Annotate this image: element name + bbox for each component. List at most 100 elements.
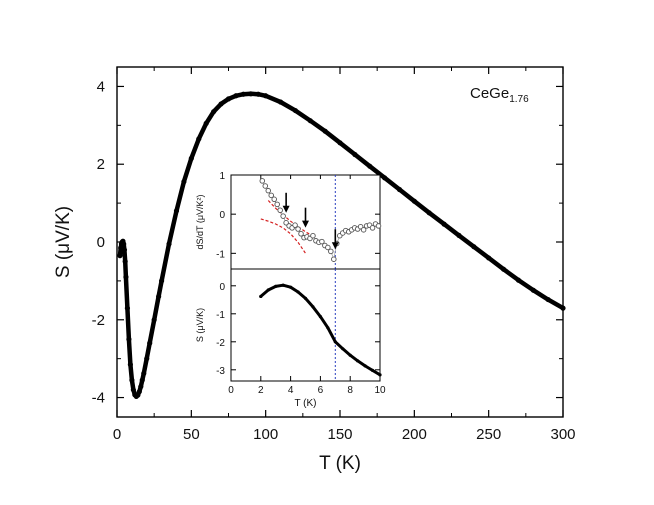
inset-bottom-x-tick-label: 6 [318, 385, 324, 396]
main-data-point [130, 387, 136, 393]
transition-arrow-icon [331, 242, 339, 250]
main-data-point [277, 99, 284, 105]
main-data-point [196, 136, 202, 142]
inset-bottom-x-axis-label: T (K) [294, 398, 316, 409]
main-data-point [426, 210, 432, 216]
x-tick-label: 300 [550, 426, 575, 443]
main-data-point [486, 255, 492, 261]
inset-top-data-point [295, 226, 301, 232]
main-data-point [123, 274, 129, 280]
main-data-point [147, 340, 153, 346]
y-tick-label: 2 [97, 156, 105, 173]
y-tick-label: -4 [92, 390, 105, 407]
main-data-point [122, 258, 128, 265]
main-data-point [411, 198, 417, 204]
inset-top-data-point [262, 183, 269, 189]
inset-bottom-y-tick-label: -1 [216, 310, 225, 321]
inset-bottom-data-point [370, 368, 375, 372]
x-tick-label: 50 [183, 426, 200, 443]
main-data-point [126, 336, 132, 342]
inset-top-data-point [268, 192, 274, 199]
y-axis-label: S (μV/K) [53, 206, 74, 278]
main-data-point [159, 278, 165, 284]
main-data-point [117, 253, 123, 259]
main-data-point [121, 247, 128, 253]
x-tick-label: 200 [402, 426, 427, 443]
compound-label: CeGe1.76 [470, 85, 529, 105]
x-tick-label: 0 [113, 426, 121, 443]
main-data-point [560, 305, 566, 311]
inset-top-data-point [319, 238, 325, 245]
main-data-point [367, 163, 373, 169]
inset-top-data-point [277, 207, 283, 213]
inset-bottom-data-point [296, 290, 300, 294]
main-data-point [144, 356, 150, 362]
inset-bottom-data-point [378, 373, 382, 377]
x-tick-label: 150 [327, 426, 352, 443]
inset-bottom-data-point [311, 305, 315, 309]
main-data-point [352, 151, 358, 158]
main-data-point [136, 389, 142, 395]
x-axis-label: T (K) [319, 453, 361, 474]
inset-bottom-data-point [259, 294, 263, 299]
inset-bottom-x-tick-label: 10 [374, 385, 386, 396]
main-series-line [117, 91, 566, 399]
inset-top-panel: -1 0 1 dS/dT (μV/K²) [195, 171, 382, 270]
inset-bottom-data-point [303, 296, 308, 300]
main-data-point [225, 96, 232, 102]
inset-bottom-data-point [333, 340, 337, 344]
main-data-point [139, 377, 145, 383]
inset-top-data-point [325, 244, 331, 251]
main-data-point [188, 155, 194, 161]
x-tick-label: 100 [253, 426, 278, 443]
main-data-point [515, 277, 522, 283]
x-tick-label: 250 [476, 426, 501, 443]
main-data-point [337, 140, 343, 146]
inset-bottom-data-point [363, 364, 367, 368]
transition-arrow-icon [282, 205, 290, 213]
inset-bottom-data-point [348, 353, 352, 357]
inset-top-y-tick-label: 1 [219, 171, 225, 182]
inset-bottom-panel: 0 2 4 6 8 10 -3 -2 -1 0 T (K) S (μV/K) [195, 268, 386, 409]
main-data-point [441, 221, 447, 227]
inset-bottom-data-point [274, 284, 278, 288]
compound-formula: CeGe [470, 85, 509, 102]
compound-subscript: 1.76 [509, 94, 529, 105]
main-data-point [471, 244, 477, 250]
inset-top-data-point [369, 225, 376, 231]
inset-top-data-point [360, 227, 367, 233]
inset-bottom-data-point [266, 288, 270, 292]
fit-curve-1 [260, 218, 306, 254]
main-data-point [530, 287, 536, 293]
main-data-point [203, 120, 209, 126]
main-data-point [166, 241, 172, 247]
inset-top-y-axis-label: dS/dT (μV/K²) [195, 194, 205, 249]
main-data-point [124, 305, 131, 311]
inset-top-data-point [328, 248, 334, 255]
main-data-point [181, 179, 187, 185]
inset-top-y-tick-label: -1 [216, 249, 225, 260]
main-data-point [263, 93, 269, 99]
inset-top-data-point [310, 232, 316, 239]
inset-bottom-y-tick-label: 0 [219, 282, 225, 293]
main-data-point [151, 317, 157, 323]
main-data-point [127, 361, 133, 368]
inset-bottom-frame [230, 268, 381, 382]
inset-bottom-y-tick-label: -3 [216, 366, 225, 377]
inset-bottom-data-point [341, 347, 345, 351]
y-tick-label: 4 [97, 78, 105, 95]
main-data-point [233, 93, 239, 99]
inset-bottom-y-tick-label: -2 [216, 338, 225, 349]
inset-bottom-x-tick-label: 2 [258, 385, 264, 396]
main-data-point [382, 175, 388, 181]
y-tick-label: -2 [92, 312, 105, 329]
main-data-point [500, 266, 507, 272]
inset-bottom-x-tick-label: 0 [228, 385, 234, 396]
fit-curve-2 [267, 200, 314, 237]
inset-top-data-point [298, 230, 304, 237]
main-data-point [322, 128, 328, 134]
inset-bottom-data-point [356, 359, 360, 363]
inset-bottom-data-point [281, 283, 285, 287]
